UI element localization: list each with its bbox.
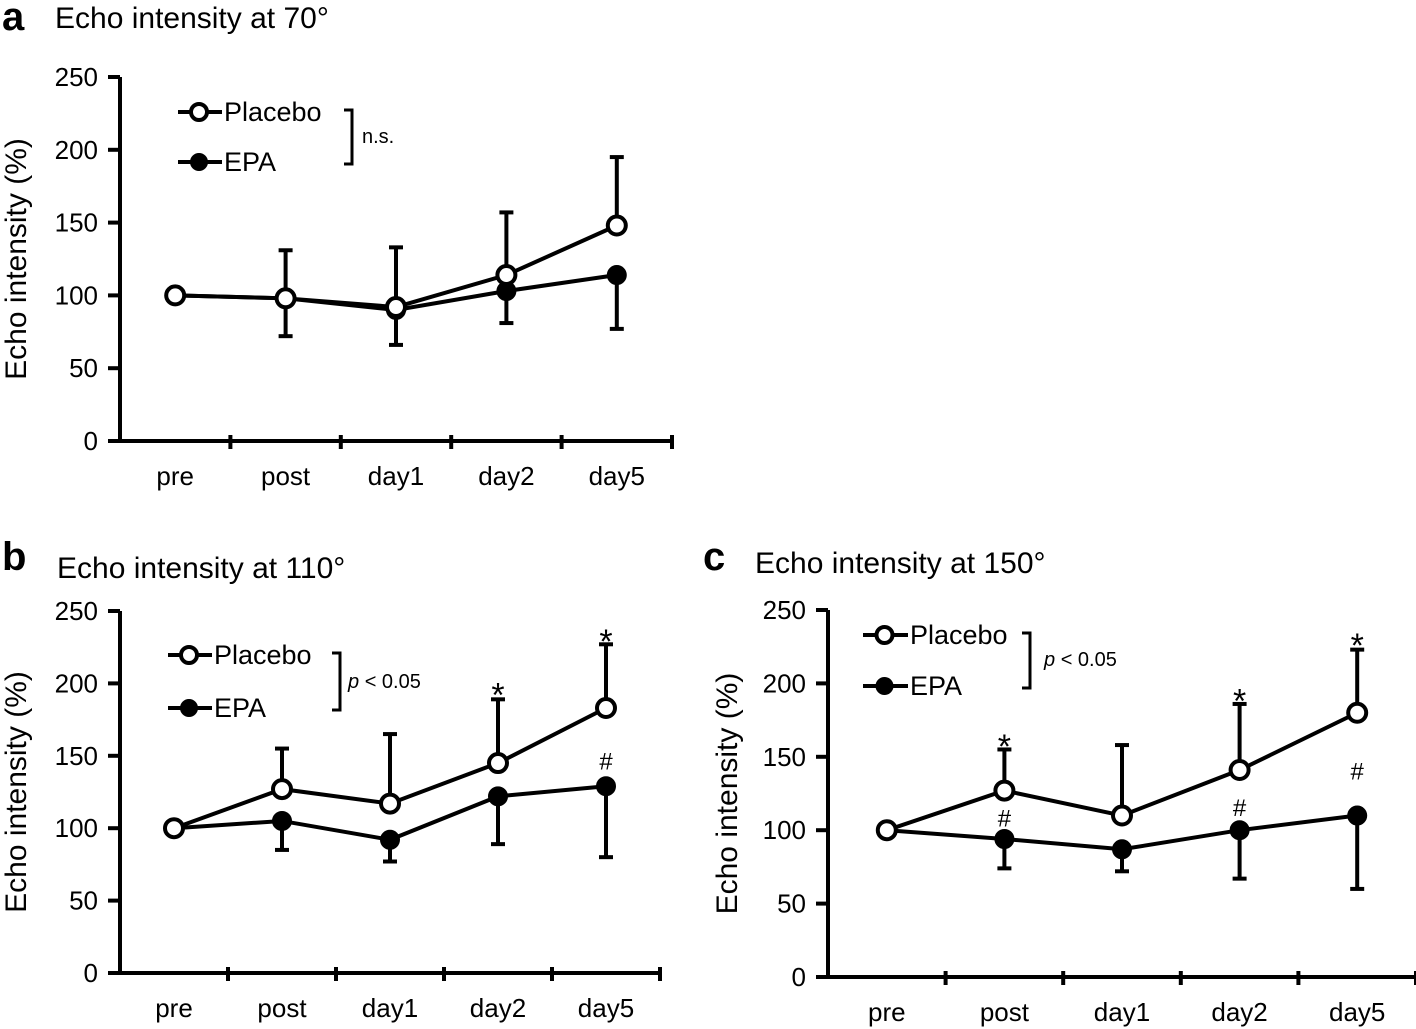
- panel-b-placebo-point: [595, 697, 617, 720]
- panel-b-y-axis-label: Echo intensity (%): [0, 671, 33, 913]
- panel-a-legend-epa-label: EPA: [224, 147, 276, 177]
- panel-a: a Echo intensity at 70° Echo intensity (%)…: [0, 0, 674, 491]
- panel-b-legend-epa-marker: [180, 699, 198, 717]
- panel-b-stat-label: p < 0.05: [347, 671, 421, 693]
- panel-b-ytick-label: 150: [55, 741, 98, 771]
- panel-c-significance-star: *: [998, 728, 1011, 766]
- panel-c-xtick-label: pre: [868, 997, 906, 1027]
- panel-b-legend-placebo-label: Placebo: [214, 640, 312, 670]
- panel-b-xtick-label: day1: [362, 993, 418, 1023]
- panel-a-xtick-label: post: [261, 461, 311, 491]
- panel-c-title: Echo intensity at 150°: [755, 547, 1046, 580]
- panel-b-significance-star: *: [491, 677, 504, 715]
- panel-a-xtick-label: day1: [368, 461, 424, 491]
- panel-c-ytick-label: 150: [763, 742, 806, 772]
- panel-c-ytick-label: 200: [763, 668, 806, 698]
- panel-c-legend-bracket: [1022, 631, 1032, 690]
- panel-b-significance-hash: #: [599, 749, 613, 776]
- panel-c-epa-point: [1347, 805, 1368, 826]
- panel-c-letter: c: [703, 535, 725, 579]
- panel-a-xtick-label: day5: [589, 461, 645, 491]
- panel-a-legend-placebo-marker: [189, 102, 209, 122]
- panel-c-significance-star: *: [1233, 683, 1246, 721]
- panel-a-placebo-point: [385, 296, 407, 319]
- panel-c-ytick-label: 100: [763, 815, 806, 845]
- panel-c: c Echo intensity at 150° Echo intensity (%…: [703, 535, 1416, 1027]
- panel-c-legend-placebo-marker: [874, 625, 895, 645]
- panel-c-significance-hash: #: [998, 805, 1012, 832]
- panel-b-epa-point: [272, 810, 292, 831]
- panel-c-epa-point: [1112, 839, 1132, 860]
- panel-c-placebo-point: [993, 779, 1016, 802]
- panel-c-ytick-label: 0: [792, 962, 806, 992]
- panel-a-epa-point: [606, 265, 627, 286]
- panel-c-xtick-label: day2: [1211, 997, 1267, 1027]
- panel-c-significance-star: *: [1351, 627, 1364, 665]
- panel-a-stat-label: n.s.: [362, 126, 394, 148]
- panel-c-placebo-point: [875, 819, 898, 842]
- panel-a-ytick-label: 0: [84, 426, 98, 456]
- panel-c-legend-epa-label: EPA: [910, 671, 962, 701]
- panel-b-letter: b: [2, 535, 26, 579]
- panel-a-ytick-label: 150: [55, 208, 98, 238]
- panel-b-title: Echo intensity at 110°: [57, 552, 345, 585]
- panel-b-epa-point: [488, 786, 508, 807]
- panel-a-placebo-point: [495, 264, 518, 287]
- panel-b-xtick-label: day5: [578, 993, 634, 1023]
- panel-a-placebo-point: [605, 214, 628, 237]
- panel-c-legend-epa-marker: [875, 677, 894, 695]
- panel-a-legend-bracket: [344, 108, 354, 166]
- panel-c-xtick-label: day5: [1329, 997, 1385, 1027]
- panel-a-placebo-point: [164, 284, 187, 307]
- panel-a-xtick-label: day2: [478, 461, 534, 491]
- panel-b-placebo-point: [271, 778, 293, 801]
- panel-c-placebo-point: [1111, 804, 1133, 827]
- panel-c-legend-placebo-label: Placebo: [910, 620, 1008, 650]
- panel-b: b Echo intensity at 110° Echo intensity (%…: [0, 535, 662, 1023]
- panel-b-legend-epa-label: EPA: [214, 693, 266, 723]
- panel-b-legend-bracket: [332, 651, 342, 712]
- panel-a-xtick-label: pre: [156, 461, 194, 491]
- panel-c-placebo-point: [1228, 759, 1251, 782]
- panel-a-ytick-label: 250: [55, 62, 98, 92]
- panel-a-legend-placebo-label: Placebo: [224, 97, 322, 127]
- panel-a-letter: a: [2, 0, 25, 39]
- panel-b-legend-placebo-marker: [179, 645, 199, 665]
- panel-b-ytick-label: 0: [84, 958, 98, 988]
- panel-c-xtick-label: post: [980, 997, 1030, 1027]
- panel-a-legend-epa-marker: [190, 153, 208, 171]
- panel-b-xtick-label: post: [257, 993, 307, 1023]
- panel-c-y-axis-label: Echo intensity (%): [711, 673, 744, 915]
- panel-c-epa-point: [1229, 820, 1250, 841]
- panel-c-ytick-label: 250: [763, 595, 806, 625]
- panel-b-ytick-label: 100: [55, 813, 98, 843]
- panel-b-epa-point: [380, 829, 400, 850]
- panel-a-ytick-label: 50: [69, 353, 98, 383]
- panel-a-y-axis-label: Echo intensity (%): [0, 138, 33, 380]
- panel-b-ytick-label: 250: [55, 596, 98, 626]
- panel-a-ytick-label: 100: [55, 280, 98, 310]
- panel-a-ytick-label: 200: [55, 135, 98, 165]
- panel-b-significance-star: *: [599, 623, 612, 661]
- panel-b-epa-point: [596, 776, 616, 797]
- panel-b-ytick-label: 200: [55, 668, 98, 698]
- panel-c-significance-hash: #: [1233, 795, 1247, 822]
- panel-c-significance-hash: #: [1351, 758, 1365, 785]
- panel-a-title: Echo intensity at 70°: [55, 2, 329, 35]
- panel-b-placebo-point: [163, 817, 185, 840]
- panel-b-placebo-point: [379, 792, 401, 815]
- panel-b-xtick-label: day2: [470, 993, 526, 1023]
- panel-c-xtick-label: day1: [1094, 997, 1150, 1027]
- panel-b-ytick-label: 50: [69, 886, 98, 916]
- panel-b-placebo-point: [487, 752, 509, 775]
- panel-b-xtick-label: pre: [155, 993, 193, 1023]
- panel-c-epa-point: [994, 829, 1015, 850]
- panel-c-stat-label: p < 0.05: [1043, 649, 1117, 671]
- panel-c-placebo-point: [1346, 701, 1369, 724]
- panel-a-placebo-point: [274, 287, 297, 310]
- panel-c-ytick-label: 50: [777, 889, 806, 919]
